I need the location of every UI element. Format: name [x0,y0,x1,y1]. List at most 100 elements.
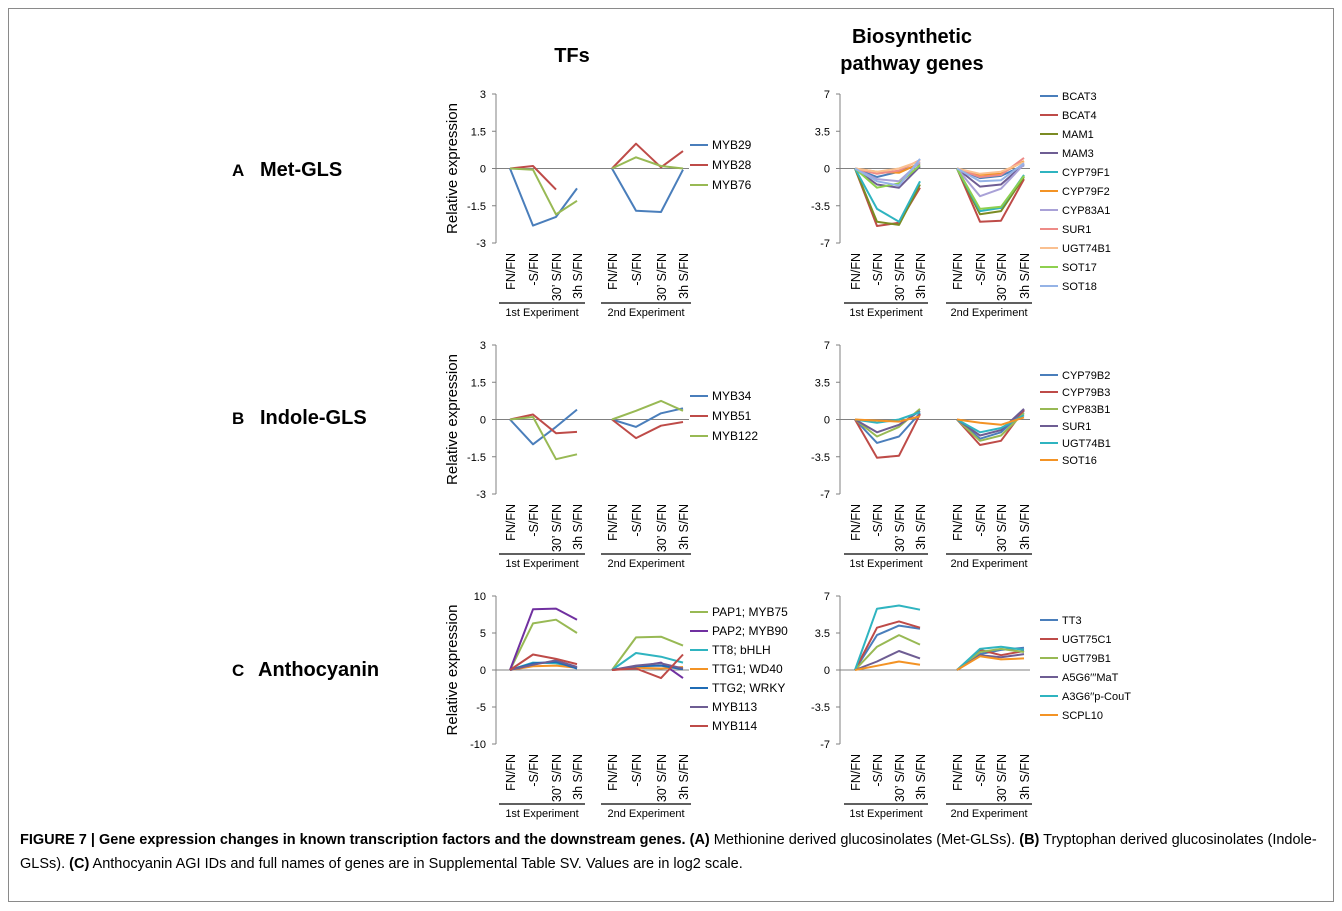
series-line [854,634,921,671]
x-tick-label: -S/FN [974,253,988,286]
x-tick-label: 3h S/FN [1018,504,1032,550]
series-line [611,418,684,440]
column-title-biosynthetic-2: pathway genes [840,53,983,75]
series-line [956,412,1025,442]
series-line [509,416,578,461]
series-line [854,624,921,671]
x-tick-label: -S/FN [974,504,988,537]
series-line [854,415,921,423]
x-tick-label: FN/FN [951,253,965,290]
row-name-b: Indole-GLS [260,407,367,429]
x-tick-label: -S/FN [630,754,644,787]
experiment-label: 2nd Experiment [950,808,1027,820]
y-tick-label: -7 [820,739,830,751]
y-tick-label: 0 [480,415,486,427]
panel-B-Bio: 7 3.5 0 -3.5 -7 FN/FN -S/FN 30’ S/FN 3h S/FN FN/F… [811,340,1111,570]
series-line [509,618,578,671]
legend-label: MYB51 [712,409,752,423]
experiment-label: 2nd Experiment [607,307,684,319]
legend-label: BCAT3 [1062,91,1097,103]
y-tick-label: -3.5 [811,702,830,714]
panel-A-TFs: 3 1.5 0 -1.5 -3 Relative expression FN/FN -S/FN… [444,89,752,319]
legend-label: UGT74B1 [1062,243,1111,255]
y-tick-label: 3.5 [815,377,830,389]
x-tick-label: 3h S/FN [1018,754,1032,800]
legend-label: TTG1; WD40 [712,662,783,676]
figure-caption: FIGURE 7 | Gene expression changes in kn… [20,828,1320,876]
legend-label: MYB113 [712,700,757,714]
x-tick-label: FN/FN [606,253,620,290]
x-tick-label: 30’ S/FN [893,253,907,301]
x-tick-label: 3h S/FN [677,504,691,550]
y-axis-label: Relative expression [444,605,461,736]
legend-label: SUR1 [1062,421,1091,433]
x-tick-label: -S/FN [527,754,541,787]
caption-c-text: Anthocyanin AGI IDs and full names of ge… [92,856,743,872]
x-tick-label: 30’ S/FN [550,253,564,301]
legend-label: CYP79B3 [1062,387,1110,399]
row-letter-b: B [232,409,244,428]
experiment-label: 1st Experiment [505,558,578,570]
y-tick-label: 3 [480,340,486,352]
series-line [956,161,1025,175]
figure-charts: TFs Biosynthetic pathway genes A Met-GLS… [232,26,1131,820]
series-line [956,408,1025,437]
x-tick-label: 30’ S/FN [655,754,669,802]
y-axis-label: Relative expression [444,103,461,234]
y-axis-label: Relative expression [444,354,461,485]
series-line [854,604,921,671]
y-tick-label: 0 [824,415,830,427]
series-line [509,165,557,191]
panel-A-Bio: 7 3.5 0 -3.5 -7 FN/FN -S/FN 30’ S/FN 3h S/FN FN/F… [811,89,1111,319]
legend-label: CYP83A1 [1062,205,1110,217]
caption-label: FIGURE 7 | Gene expression changes in kn… [20,832,686,848]
series-line [611,653,684,680]
column-title-biosynthetic-1: Biosynthetic [852,26,972,48]
caption-a-tag: (A) [689,832,710,848]
experiment-label: 1st Experiment [849,307,922,319]
series-line [854,164,921,189]
legend-label: TT3 [1062,615,1082,627]
series-line [509,653,578,671]
x-tick-label: -S/FN [527,504,541,537]
series-line [509,168,578,227]
figure-frame [8,8,1334,902]
legend-label: MYB34 [712,389,752,403]
row-letter-c: C [232,661,244,680]
x-tick-label: 30’ S/FN [995,253,1009,301]
caption-b-text: Tryptophan derived glucosinolates (Indol… [20,832,1317,872]
x-tick-label: FN/FN [606,754,620,791]
x-tick-label: -S/FN [871,504,885,537]
legend-label: SUR1 [1062,224,1091,236]
series-line [854,413,921,459]
legend-label: TT8; bHLH [712,643,771,657]
series-line [854,412,921,444]
y-tick-label: 3 [480,89,486,101]
experiment-label: 1st Experiment [505,808,578,820]
panel-C-TFs: 10 5 0 -5 -10 Relative expression FN/FN -S/FN 30… [444,591,788,820]
x-tick-label: 3h S/FN [571,253,585,299]
caption-b-tag: (B) [1019,832,1040,848]
experiment-label: 2nd Experiment [950,558,1027,570]
legend-label: SOT16 [1062,455,1097,467]
series-line [611,142,684,170]
y-tick-label: -3 [476,489,486,501]
series-line [509,167,578,216]
series-line [854,160,921,173]
y-tick-label: -7 [820,238,830,250]
x-tick-label: FN/FN [849,754,863,791]
series-line [509,413,578,435]
y-tick-label: 1.5 [471,126,486,138]
series-line [956,168,1025,210]
legend-label: SOT18 [1062,281,1097,293]
series-line [509,408,578,446]
legend-label: MAM1 [1062,129,1094,141]
x-tick-label: -S/FN [630,504,644,537]
x-tick-label: FN/FN [849,504,863,541]
x-tick-label: -S/FN [871,253,885,286]
legend-label: MYB122 [712,429,758,443]
series-line [854,168,921,223]
experiment-label: 2nd Experiment [950,307,1027,319]
series-line [611,652,684,671]
y-tick-label: 7 [824,340,830,352]
